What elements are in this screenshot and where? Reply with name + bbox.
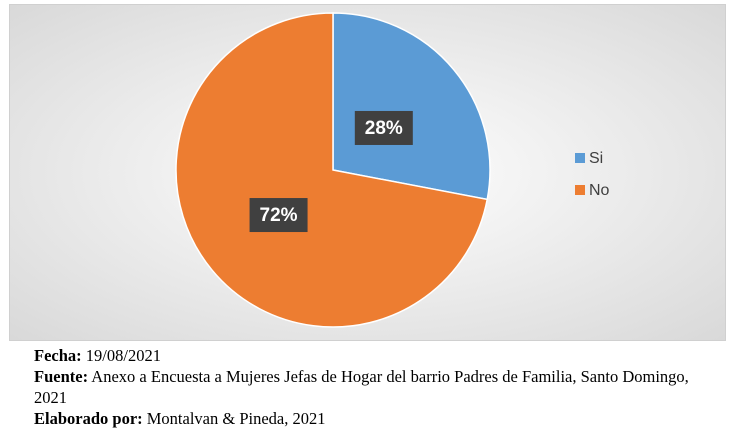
- legend-label: No: [589, 182, 610, 199]
- legend-label: Si: [589, 150, 603, 167]
- data-label-box: [354, 110, 413, 145]
- legend-swatch: [575, 153, 585, 163]
- text: 19/08/2021: [85, 346, 161, 365]
- label: Elaborado por:: [34, 409, 143, 428]
- data-label: 28%: [365, 118, 403, 139]
- text: Anexo a Encuesta a Mujeres Jefas de Hoga…: [34, 367, 689, 407]
- label: Fecha:: [34, 346, 82, 365]
- caption-fuente: Fuente: Anexo a Encuesta a Mujeres Jefas…: [34, 366, 724, 408]
- chart: 28% 72% Si No: [9, 4, 726, 341]
- label: Fuente:: [34, 367, 89, 386]
- text: Montalvan & Pineda, 2021: [146, 409, 326, 428]
- caption-elaborado: Elaborado por: Montalvan & Pineda, 2021: [34, 408, 724, 429]
- legend-swatch: [575, 185, 585, 195]
- pie-slice: [332, 12, 491, 201]
- data-label: 72%: [260, 205, 298, 226]
- pie-slice: [175, 12, 489, 328]
- caption-fecha: Fecha: 19/08/2021: [34, 345, 724, 366]
- data-label-box: [249, 198, 308, 233]
